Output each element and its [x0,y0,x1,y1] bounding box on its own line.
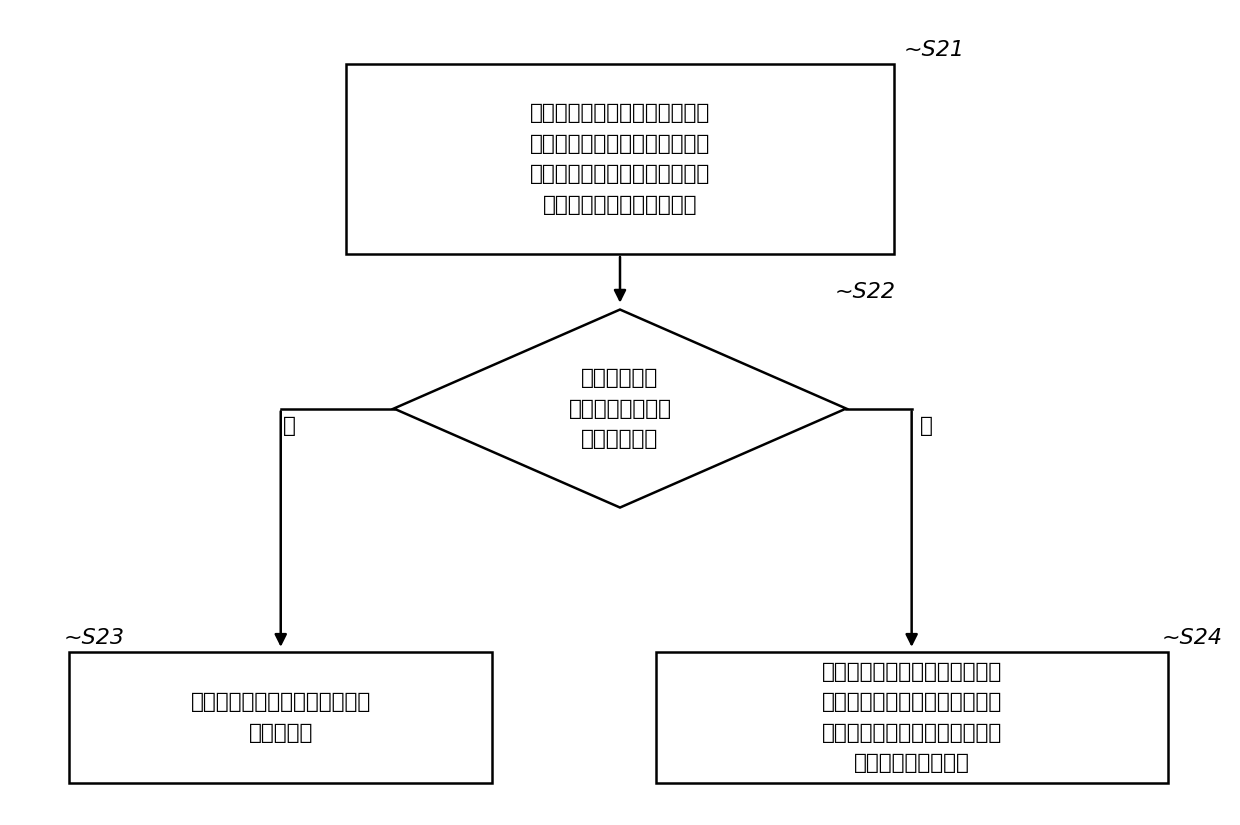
Text: ~S23: ~S23 [63,628,124,648]
Bar [656,652,1168,783]
Text: 是: 是 [283,417,296,436]
Text: ~S22: ~S22 [835,281,895,302]
Text: 将最小公倍数和目标谐波的谐波
次数导入位置计算公式，利用位
置计算公式计算出抑制目标谐波
的电枢定子的辅助槽位置集: 将最小公倍数和目标谐波的谐波 次数导入位置计算公式，利用位 置计算公式计算出抑制… [529,103,711,214]
Text: 定子齿冠中心线作为目标辅助槽
的开槽位置: 定子齿冠中心线作为目标辅助槽 的开槽位置 [191,692,371,742]
Bar [69,652,492,783]
Text: 判断辅助槽位
置集中是否包括定
子齿冠中心线: 判断辅助槽位 置集中是否包括定 子齿冠中心线 [568,368,672,449]
Text: ~S24: ~S24 [1162,628,1223,648]
Text: 否: 否 [920,417,932,436]
Bar [346,64,894,254]
Polygon shape [394,309,846,507]
Text: 从辅助槽位置集中选取沿定子齿
冠中心线对称分布，且均匀分布
在铁芯表面的辅助槽位置作为目
标辅助槽的开槽位置: 从辅助槽位置集中选取沿定子齿 冠中心线对称分布，且均匀分布 在铁芯表面的辅助槽位… [822,662,1002,773]
Text: ~S21: ~S21 [903,40,965,60]
